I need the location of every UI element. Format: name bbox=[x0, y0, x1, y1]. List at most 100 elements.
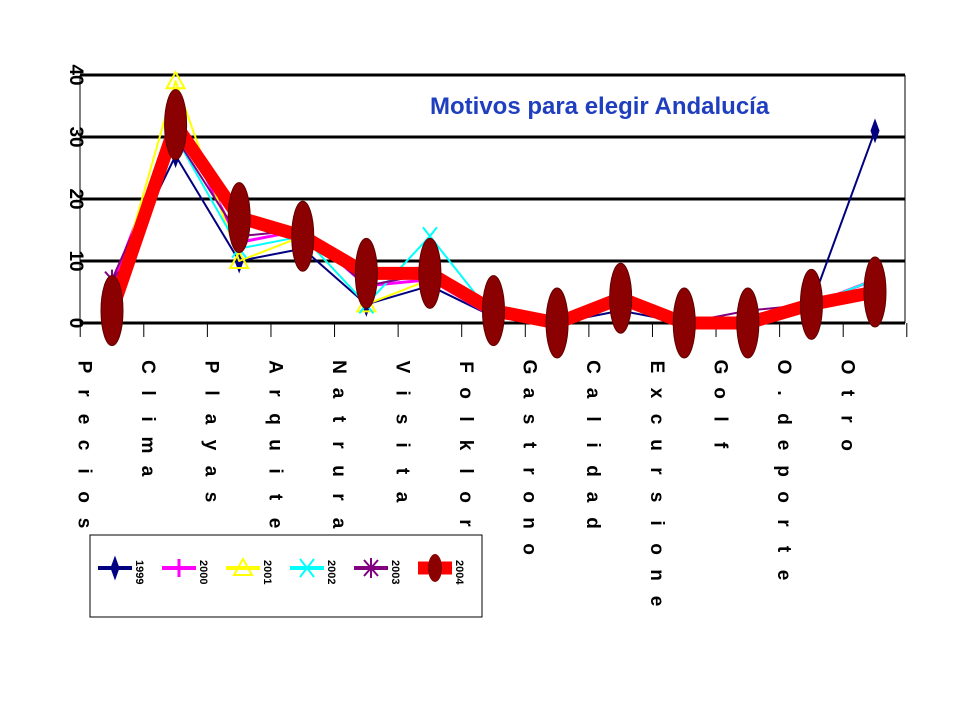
x-category-char: a bbox=[328, 518, 349, 529]
x-category-char: y bbox=[201, 440, 222, 451]
chart-title: Motivos para elegir Andalucía bbox=[430, 93, 770, 120]
x-category-char: d bbox=[582, 517, 603, 529]
x-category-char: A bbox=[264, 360, 285, 374]
x-category-char: F bbox=[455, 361, 476, 373]
x-category-char: i bbox=[391, 390, 412, 395]
x-category-char: e bbox=[74, 414, 95, 425]
x-category-char: o bbox=[455, 491, 476, 503]
legend-swatch-marker bbox=[363, 558, 379, 578]
x-category-label: GastronoGastrono bbox=[519, 360, 540, 555]
x-category-char: O bbox=[837, 360, 858, 375]
x-category-char: d bbox=[773, 413, 794, 425]
x-category-char: t bbox=[391, 468, 412, 475]
data-point bbox=[799, 268, 823, 340]
x-category-char: s bbox=[646, 492, 667, 503]
legend-item-2003: 2003 bbox=[354, 558, 401, 584]
x-category-char: t bbox=[837, 390, 858, 397]
legend-label: 2004 bbox=[453, 560, 465, 585]
data-point bbox=[228, 249, 250, 269]
data-point bbox=[863, 256, 887, 328]
data-point bbox=[227, 182, 251, 254]
x-category-char: r bbox=[837, 415, 858, 423]
x-category-char: t bbox=[328, 416, 349, 423]
x-category-char: l bbox=[455, 416, 476, 421]
x-category-label: VisitaVisita bbox=[391, 361, 412, 503]
x-category-label: CalidadCalidad bbox=[582, 360, 603, 529]
y-tick-label: 30 bbox=[65, 126, 86, 147]
x-axis-categories: PreciosPreciosClimaClimaPlayasPlayasArqu… bbox=[74, 360, 858, 607]
legend-swatch-marker bbox=[299, 558, 315, 578]
x-category-char: e bbox=[646, 596, 667, 607]
x-category-char: a bbox=[582, 388, 603, 399]
x-category-char: r bbox=[264, 389, 285, 397]
x-category-char: o bbox=[837, 439, 858, 451]
x-category-char: f bbox=[709, 442, 730, 449]
x-category-char: s bbox=[201, 492, 222, 503]
data-point bbox=[545, 287, 569, 359]
x-category-char: c bbox=[646, 414, 667, 425]
x-category-char: r bbox=[773, 519, 794, 527]
x-category-char: N bbox=[328, 360, 349, 374]
data-point bbox=[100, 275, 124, 347]
x-category-char: l bbox=[201, 390, 222, 395]
x-category-char: C bbox=[582, 360, 603, 374]
x-category-char: G bbox=[519, 360, 540, 375]
legend-item-2002: 2002 bbox=[290, 558, 337, 584]
x-category-char: a bbox=[328, 388, 349, 399]
x-category-label: ClimaClima bbox=[137, 360, 158, 477]
x-category-char: P bbox=[74, 361, 95, 374]
x-category-char: n bbox=[646, 569, 667, 581]
x-category-label: GolfGolf bbox=[709, 360, 730, 449]
x-category-char: O bbox=[773, 360, 794, 375]
x-category-char: i bbox=[74, 468, 95, 473]
x-category-char: p bbox=[773, 465, 794, 477]
x-category-char: t bbox=[264, 494, 285, 501]
x-category-char: a bbox=[582, 492, 603, 503]
x-category-char: u bbox=[646, 439, 667, 451]
x-category-char: i bbox=[264, 468, 285, 473]
x-category-char: x bbox=[646, 388, 667, 399]
x-category-char: e bbox=[773, 440, 794, 451]
x-category-char: e bbox=[264, 518, 285, 529]
x-category-char: a bbox=[201, 466, 222, 477]
legend-item-1999: 1999 bbox=[98, 555, 145, 584]
x-category-char: r bbox=[74, 389, 95, 397]
series-2004 bbox=[100, 89, 887, 359]
data-point bbox=[164, 70, 187, 90]
data-point bbox=[870, 118, 880, 144]
x-category-char: s bbox=[519, 414, 540, 425]
x-category-char: t bbox=[773, 546, 794, 553]
x-category-char: o bbox=[519, 491, 540, 503]
data-point bbox=[672, 287, 696, 359]
x-category-char: r bbox=[328, 441, 349, 449]
series-group bbox=[100, 70, 887, 359]
x-category-char: G bbox=[709, 360, 730, 375]
x-category-char: a bbox=[519, 388, 540, 399]
x-category-char: i bbox=[582, 442, 603, 447]
legend-label: 2001 bbox=[261, 560, 273, 584]
x-category-char: r bbox=[519, 467, 540, 475]
legend-swatch-marker bbox=[232, 556, 254, 576]
x-category-char: l bbox=[137, 390, 158, 395]
x-category-char: t bbox=[519, 442, 540, 449]
legend-item-2004: 2004 bbox=[418, 554, 465, 585]
x-category-label: PreciosPrecios bbox=[74, 361, 95, 529]
x-category-label: OtroOtro bbox=[837, 360, 858, 451]
x-category-char: r bbox=[646, 467, 667, 475]
x-category-char: r bbox=[328, 493, 349, 501]
y-axis-ticks: 0 10 20 30 40 bbox=[65, 64, 86, 328]
x-category-char: u bbox=[328, 465, 349, 477]
legend-label: 2003 bbox=[389, 560, 401, 584]
legend-box bbox=[89, 534, 483, 618]
x-category-label: ExcursioneExcursione bbox=[646, 361, 667, 607]
x-category-char: u bbox=[264, 439, 285, 451]
x-category-char: s bbox=[74, 518, 95, 529]
x-category-char: E bbox=[646, 361, 667, 374]
x-category-char: o bbox=[646, 543, 667, 555]
x-category-char: s bbox=[391, 414, 412, 425]
legend-swatch-marker bbox=[428, 554, 442, 582]
x-category-char: l bbox=[455, 468, 476, 473]
legend-item-2001: 2001 bbox=[226, 556, 273, 584]
